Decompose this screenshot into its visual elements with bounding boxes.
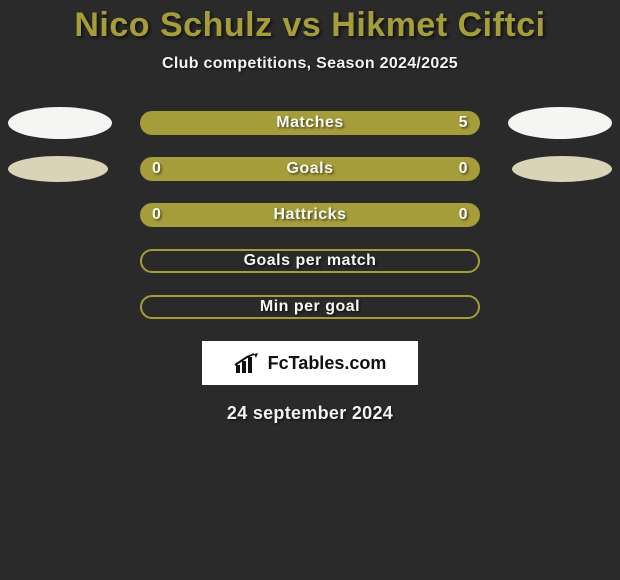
page-subtitle: Club competitions, Season 2024/2025 [0, 55, 620, 73]
ellipse-left [8, 156, 108, 182]
stat-bar: 0 Hattricks 0 [140, 203, 480, 227]
stat-row: Matches 5 [0, 111, 620, 135]
stat-label: Hattricks [274, 206, 347, 224]
brand-badge: FcTables.com [202, 341, 418, 385]
stat-right-value: 0 [459, 206, 468, 224]
stat-label: Goals per match [244, 252, 377, 270]
chart-icon [234, 353, 262, 373]
stat-row: 0 Hattricks 0 [0, 203, 620, 227]
stat-label: Min per goal [260, 298, 360, 316]
ellipse-right [512, 156, 612, 182]
stat-bar: 0 Goals 0 [140, 157, 480, 181]
date-text: 24 september 2024 [0, 403, 620, 424]
stat-bar: Min per goal [140, 295, 480, 319]
ellipse-left [8, 107, 112, 139]
ellipse-right [508, 107, 612, 139]
stat-right-value: 5 [459, 114, 468, 132]
page-title: Nico Schulz vs Hikmet Ciftci [0, 0, 620, 45]
stat-row: Goals per match [0, 249, 620, 273]
stat-label: Goals [287, 160, 334, 178]
brand-text: FcTables.com [268, 353, 387, 374]
stat-rows-container: Matches 5 0 Goals 0 0 Hattricks 0 Goals per matc… [0, 111, 620, 319]
stat-right-value: 0 [459, 160, 468, 178]
stat-left-value: 0 [152, 160, 161, 178]
stat-bar: Goals per match [140, 249, 480, 273]
stat-left-value: 0 [152, 206, 161, 224]
stat-label: Matches [276, 114, 344, 132]
stat-bar: Matches 5 [140, 111, 480, 135]
stat-row: 0 Goals 0 [0, 157, 620, 181]
stat-row: Min per goal [0, 295, 620, 319]
